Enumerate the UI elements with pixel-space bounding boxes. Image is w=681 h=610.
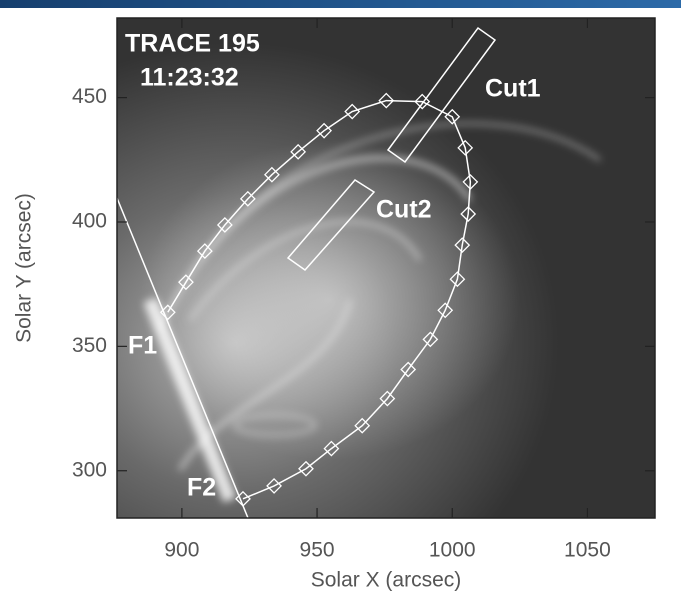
x-tick-label: 1050 — [564, 539, 611, 562]
solar-image — [117, 18, 655, 518]
top-bar — [0, 0, 681, 8]
figure: TRACE 195 11:23:32 Cut1 Cut2 F1 F2 Solar… — [0, 0, 681, 610]
x-tick-label: 1000 — [429, 539, 476, 562]
x-tick-label: 900 — [164, 539, 199, 562]
annotation: Cut2 — [376, 196, 432, 224]
y-tick-label: 300 — [72, 458, 107, 481]
y-axis-label: Solar Y (arcsec) — [13, 193, 36, 343]
y-tick-label: 450 — [72, 85, 107, 108]
subtitle: 11:23:32 — [140, 64, 239, 92]
y-tick-label: 400 — [72, 210, 107, 233]
x-tick-label: 950 — [300, 539, 335, 562]
x-axis-label: Solar X (arcsec) — [311, 569, 462, 592]
title: TRACE 195 — [125, 30, 260, 58]
annotation: F2 — [187, 474, 216, 502]
y-tick-label: 350 — [72, 334, 107, 357]
annotation: F1 — [128, 332, 157, 360]
annotation: Cut1 — [485, 75, 541, 103]
